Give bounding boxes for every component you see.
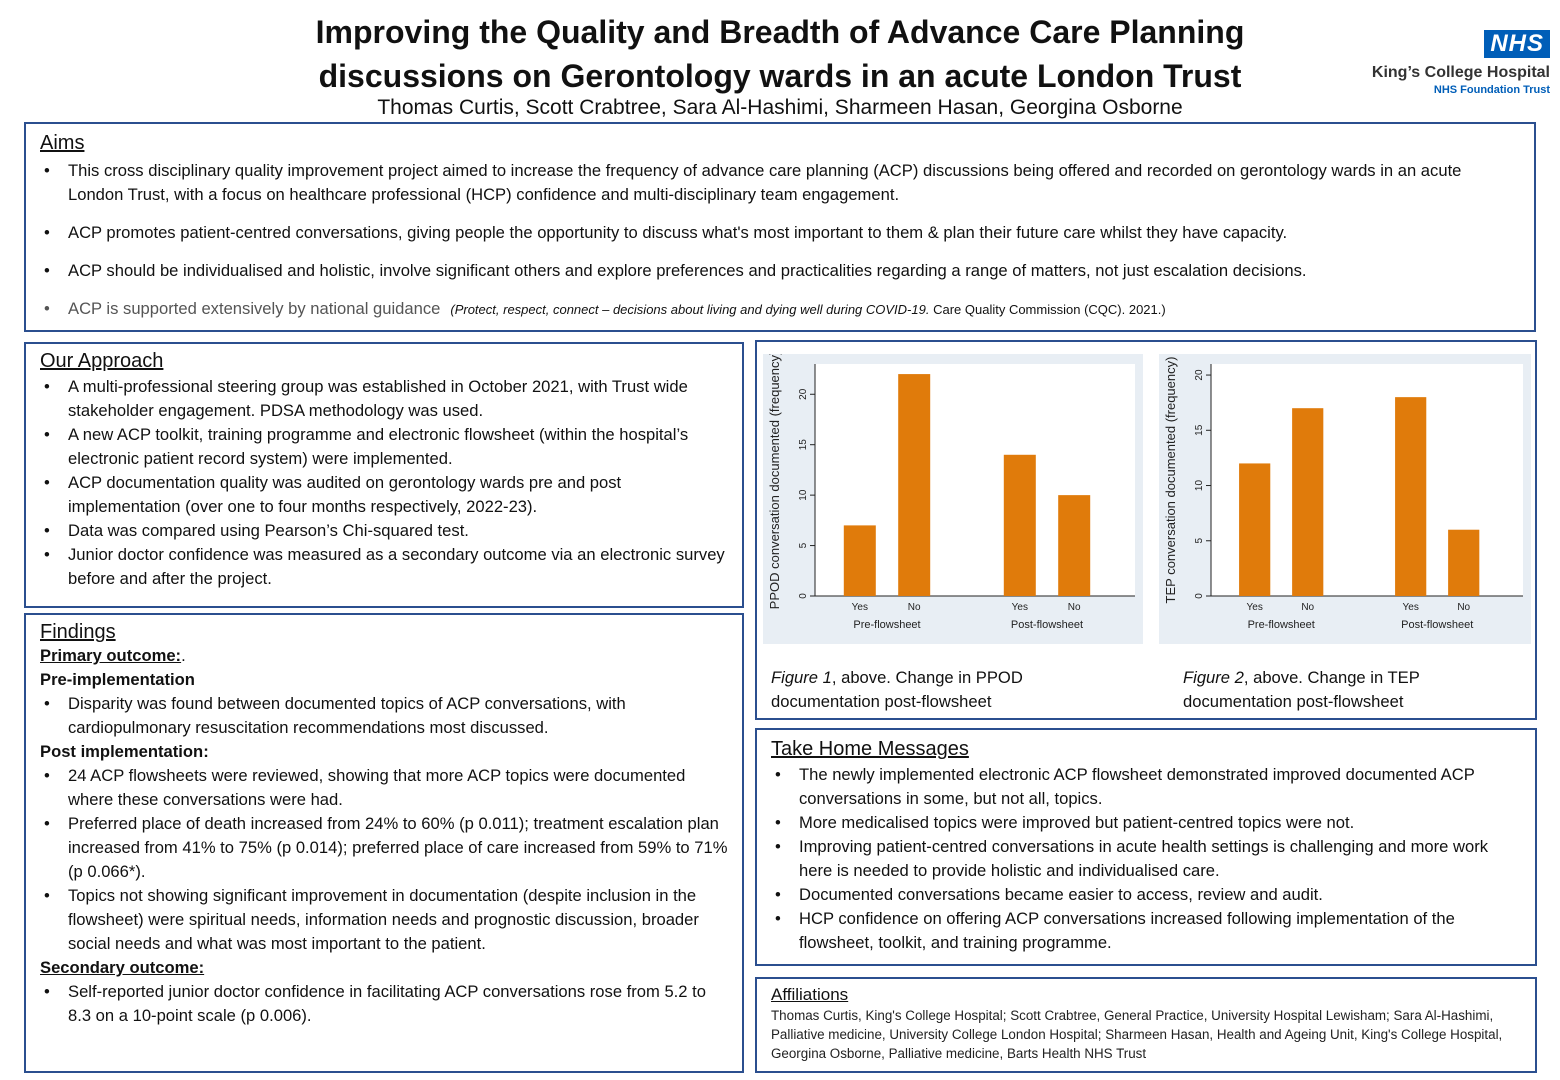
list-item: Disparity was found between documented t… bbox=[40, 692, 728, 740]
list-item: Improving patient-centred conversations … bbox=[771, 835, 1521, 883]
bar bbox=[1448, 529, 1480, 596]
secondary-outcome-label: Secondary outcome: bbox=[40, 958, 205, 977]
aims-panel: Aims This cross disciplinary quality imp… bbox=[24, 122, 1536, 332]
list-item: ACP should be individualised and holisti… bbox=[40, 259, 1520, 283]
y-axis-label: PPOD conversation documented (frequency) bbox=[767, 354, 782, 609]
aims-heading: Aims bbox=[40, 132, 85, 154]
findings-heading: Findings bbox=[40, 621, 116, 643]
bar bbox=[843, 525, 876, 596]
bar bbox=[1058, 495, 1091, 596]
group-label: Pre-flowsheet bbox=[853, 619, 920, 631]
secondary-outcome-list: Self-reported junior doctor confidence i… bbox=[40, 980, 728, 1028]
x-tick-label: Yes bbox=[1403, 602, 1419, 613]
x-tick-label: No bbox=[1301, 602, 1314, 613]
affiliations-heading: Affiliations bbox=[771, 985, 849, 1004]
list-item: Data was compared using Pearson’s Chi-sq… bbox=[40, 519, 728, 543]
y-tick-label: 10 bbox=[1194, 480, 1205, 492]
list-item: HCP confidence on offering ACP conversat… bbox=[771, 907, 1521, 955]
post-implementation-list: 24 ACP flowsheets were reviewed, showing… bbox=[40, 764, 728, 956]
list-item: A new ACP toolkit, training programme an… bbox=[40, 423, 728, 471]
citation: (Protect, respect, connect – decisions a… bbox=[450, 302, 1166, 317]
logo-trust-name: NHS Foundation Trust bbox=[1433, 84, 1550, 96]
bar bbox=[1239, 463, 1271, 596]
take-home-panel: Take Home Messages The newly implemented… bbox=[755, 728, 1537, 966]
group-label: Post-flowsheet bbox=[1401, 619, 1473, 631]
bar bbox=[1395, 397, 1427, 596]
approach-panel: Our Approach A multi-professional steeri… bbox=[24, 342, 744, 608]
y-tick-label: 0 bbox=[798, 593, 809, 599]
group-label: Pre-flowsheet bbox=[1248, 619, 1315, 631]
take-home-heading: Take Home Messages bbox=[771, 738, 969, 760]
y-axis-label: TEP conversation documented (frequency) bbox=[1163, 357, 1178, 604]
x-tick-label: No bbox=[1457, 602, 1470, 613]
bar bbox=[898, 374, 931, 596]
nhs-logo-icon: NHS bbox=[1484, 30, 1550, 58]
approach-heading: Our Approach bbox=[40, 350, 164, 372]
aims-list: This cross disciplinary quality improvem… bbox=[40, 159, 1520, 322]
y-tick-label: 15 bbox=[1194, 424, 1205, 436]
affiliations-panel: Affiliations Thomas Curtis, King's Colle… bbox=[755, 977, 1537, 1073]
x-tick-label: Yes bbox=[852, 602, 868, 613]
authors: Thomas Curtis, Scott Crabtree, Sara Al-H… bbox=[377, 96, 1183, 119]
figure-2-caption: Figure 2, above. Change in TEP documenta… bbox=[1183, 668, 1420, 711]
hospital-logo: NHS King’s College Hospital NHS Foundati… bbox=[1340, 30, 1550, 100]
tep-bar-chart: 0 5 10 15 20 TEP conversation documented (fre… bbox=[1163, 357, 1523, 631]
y-tick-label: 20 bbox=[798, 388, 809, 400]
group-label: Post-flowsheet bbox=[1011, 619, 1083, 631]
list-item: ACP documentation quality was audited on… bbox=[40, 471, 728, 519]
list-item: This cross disciplinary quality improvem… bbox=[40, 159, 1520, 207]
poster-title: Improving the Quality and Breadth of Adv… bbox=[200, 10, 1360, 98]
list-item: The newly implemented electronic ACP flo… bbox=[771, 763, 1521, 811]
list-item: Documented conversations became easier t… bbox=[771, 883, 1521, 907]
list-item: More medicalised topics were improved bu… bbox=[771, 811, 1521, 835]
y-tick-label: 20 bbox=[1194, 369, 1205, 381]
pre-implementation-label: Pre-implementation bbox=[40, 670, 195, 689]
x-tick-label: No bbox=[908, 602, 921, 613]
y-tick-label: 5 bbox=[798, 542, 809, 548]
list-item: Topics not showing significant improveme… bbox=[40, 884, 728, 956]
pre-implementation-list: Disparity was found between documented t… bbox=[40, 692, 728, 740]
findings-panel: Findings Primary outcome:. Pre-implement… bbox=[24, 613, 744, 1073]
y-tick-label: 0 bbox=[1194, 593, 1205, 599]
bar bbox=[1003, 454, 1036, 596]
post-implementation-label: Post implementation: bbox=[40, 742, 209, 761]
y-tick-label: 5 bbox=[1194, 538, 1205, 544]
x-tick-label: Yes bbox=[1247, 602, 1263, 613]
logo-hospital-name: King’s College Hospital bbox=[1371, 64, 1550, 81]
figures-panel: 0 5 10 15 20 PPOD conversation documented (fr… bbox=[755, 340, 1537, 720]
list-item: ACP promotes patient-centred conversatio… bbox=[40, 221, 1520, 245]
list-item: Preferred place of death increased from … bbox=[40, 812, 728, 884]
y-tick-label: 10 bbox=[798, 489, 809, 501]
y-tick-label: 15 bbox=[798, 439, 809, 451]
title-line-2: discussions on Gerontology wards in an a… bbox=[318, 58, 1242, 94]
affiliations-text: Thomas Curtis, King's College Hospital; … bbox=[771, 1008, 1503, 1061]
ppod-bar-chart: 0 5 10 15 20 PPOD conversation documented (fr… bbox=[767, 354, 1135, 631]
list-item: Junior doctor confidence was measured as… bbox=[40, 543, 728, 591]
approach-list: A multi-professional steering group was … bbox=[40, 375, 728, 591]
list-item: ACP is supported extensively by national… bbox=[40, 297, 1520, 322]
figure-1-caption: Figure 1, above. Change in PPOD document… bbox=[771, 668, 1023, 711]
primary-outcome-label: Primary outcome:. bbox=[40, 646, 186, 665]
list-item: A multi-professional steering group was … bbox=[40, 375, 728, 423]
list-item: Self-reported junior doctor confidence i… bbox=[40, 980, 728, 1028]
take-home-list: The newly implemented electronic ACP flo… bbox=[771, 763, 1521, 955]
list-item: 24 ACP flowsheets were reviewed, showing… bbox=[40, 764, 728, 812]
x-tick-label: Yes bbox=[1012, 602, 1028, 613]
figure-2-chart: 0 5 10 15 20 TEP conversation documented (fre… bbox=[1159, 354, 1531, 644]
title-line-1: Improving the Quality and Breadth of Adv… bbox=[315, 14, 1245, 50]
bar bbox=[1292, 408, 1324, 596]
x-tick-label: No bbox=[1068, 602, 1081, 613]
figure-1-chart: 0 5 10 15 20 PPOD conversation documented (fr… bbox=[763, 354, 1143, 644]
